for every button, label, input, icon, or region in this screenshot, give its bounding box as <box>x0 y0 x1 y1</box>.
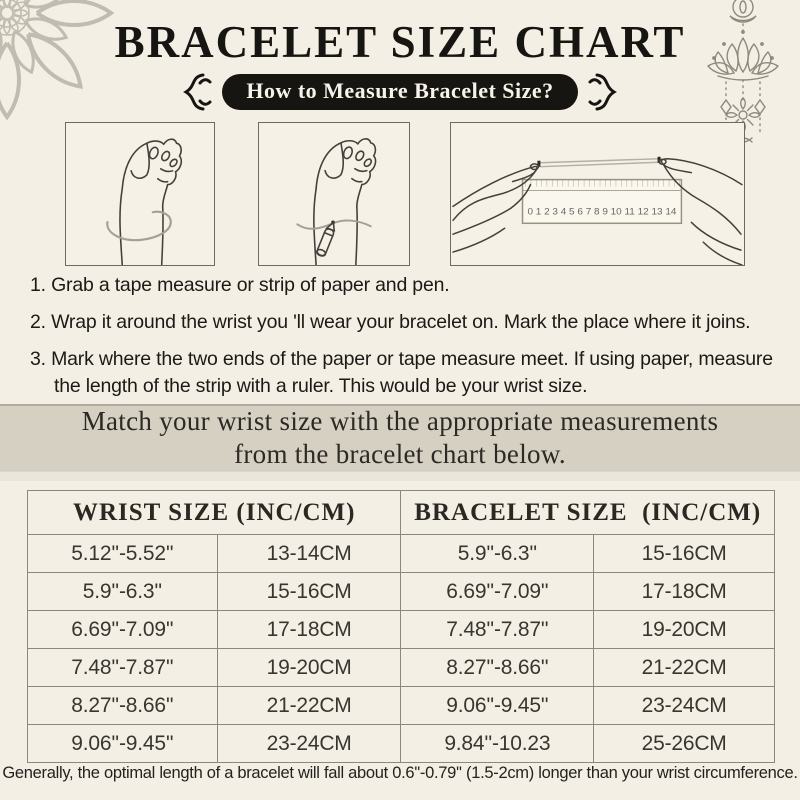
table-cell: 6.69''-7.09'' <box>27 610 218 649</box>
match-size-banner: Match your wrist size with the appropria… <box>0 404 800 481</box>
instruction-step-3: 3. Mark where the two ends of the paper … <box>30 348 773 397</box>
table-cell: 23-24CM <box>216 724 402 763</box>
table-cell: 9.06''-9.45'' <box>27 724 218 763</box>
table-cell: 7.48''-7.87'' <box>27 648 218 687</box>
instruction-step-2: 2. Wrap it around the wrist you 'll wear… <box>30 311 751 333</box>
table-cell: 6.69''-7.09'' <box>400 572 595 611</box>
badge-row: How to Measure Bracelet Size? <box>0 71 800 113</box>
size-table: WRIST SIZE (INC/CM) BRACELET SIZE (INC/C… <box>26 490 775 763</box>
banner-line-1: Match your wrist size with the appropria… <box>81 405 719 436</box>
table-cell: 23-24CM <box>593 686 775 725</box>
table-row: 5.9''-6.3'' 15-16CM 6.69''-7.09'' 17-18CM <box>27 572 775 611</box>
table-cell: 5.9''-6.3'' <box>400 534 595 573</box>
table-cell: 9.06''-9.45'' <box>400 686 595 725</box>
bracelet-size-header: BRACELET SIZE (INC/CM) <box>400 490 775 535</box>
squiggle-left-icon <box>183 73 212 111</box>
table-cell: 7.48''-7.87'' <box>400 610 595 649</box>
table-cell: 15-16CM <box>216 572 402 611</box>
table-cell: 8.27''-8.66'' <box>400 648 595 687</box>
illustration-ruler-measure: 0 1 2 3 4 5 6 7 8 9 10 11 12 13 14 <box>450 122 745 266</box>
table-cell: 17-18CM <box>216 610 402 649</box>
table-row: 9.06''-9.45'' 23-24CM 9.84''-10.23 25-26CM <box>27 724 775 763</box>
table-cell: 9.84''-10.23 <box>400 724 595 763</box>
page-title: BRACELET SIZE CHART <box>114 17 686 67</box>
table-cell: 8.27''-8.66'' <box>27 686 218 725</box>
table-cell: 21-22CM <box>216 686 402 725</box>
table-row: 7.48''-7.87'' 19-20CM 8.27''-8.66'' 21-22CM <box>27 648 775 687</box>
footer-note: Generally, the optimal length of a brace… <box>2 764 798 782</box>
hands-ruler-sketch: 0 1 2 3 4 5 6 7 8 9 10 11 12 13 14 <box>452 156 743 265</box>
table-row: 6.69''-7.09'' 17-18CM 7.48''-7.87'' 19-20CM <box>27 610 775 649</box>
table-cell: 19-20CM <box>216 648 402 687</box>
size-table-body: 5.12''-5.52'' 13-14CM 5.9''-6.3'' 15-16CM 5.… <box>27 534 775 763</box>
table-cell: 5.9''-6.3'' <box>27 572 218 611</box>
mandala-flower-ornament <box>0 0 113 121</box>
table-cell: 17-18CM <box>593 572 775 611</box>
hand-pen-sketch <box>296 138 377 265</box>
table-header-row: WRIST SIZE (INC/CM) BRACELET SIZE (INC/C… <box>26 490 775 535</box>
banner-line-2: from the bracelet chart below. <box>234 438 566 469</box>
table-row: 5.12''-5.52'' 13-14CM 5.9''-6.3'' 15-16CM <box>27 534 775 573</box>
illustration-mark-pen <box>258 122 410 266</box>
wrist-size-header: WRIST SIZE (INC/CM) <box>26 490 402 535</box>
table-cell: 15-16CM <box>593 534 775 573</box>
hand-tape-sketch <box>106 138 183 265</box>
ruler-numbers: 0 1 2 3 4 5 6 7 8 9 10 11 12 13 14 <box>527 206 676 216</box>
how-to-measure-badge: How to Measure Bracelet Size? <box>222 74 578 110</box>
illustration-wrap-tape <box>65 122 215 266</box>
table-cell: 13-14CM <box>216 534 402 573</box>
table-row: 8.27''-8.66'' 21-22CM 9.06''-9.45'' 23-24CM <box>27 686 775 725</box>
table-cell: 5.12''-5.52'' <box>27 534 218 573</box>
instruction-list: 1. Grab a tape measure or strip of paper… <box>30 272 775 410</box>
instruction-step-1: 1. Grab a tape measure or strip of paper… <box>30 274 450 296</box>
table-cell: 21-22CM <box>593 648 775 687</box>
table-cell: 19-20CM <box>593 610 775 649</box>
squiggle-right-icon <box>588 73 617 111</box>
table-cell: 25-26CM <box>593 724 775 763</box>
